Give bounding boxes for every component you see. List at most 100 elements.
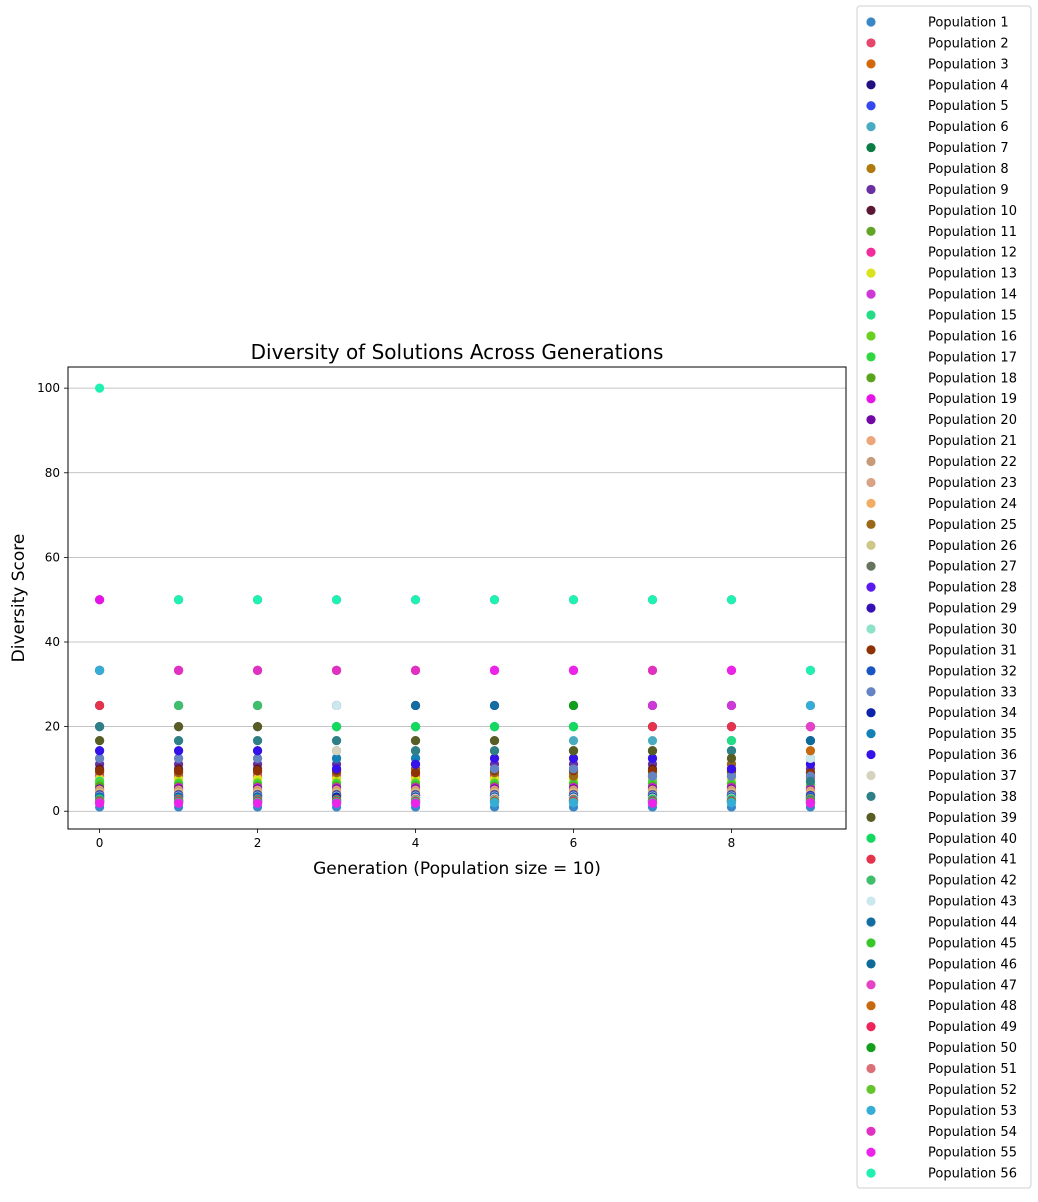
data-point (726, 595, 737, 605)
data-point (726, 764, 737, 774)
legend-marker (866, 1168, 876, 1178)
data-point (410, 746, 421, 756)
legend-label: Population 13 (928, 267, 1017, 282)
data-point (568, 700, 579, 711)
data-point (726, 798, 737, 808)
data-point (647, 595, 658, 605)
data-point (252, 746, 263, 756)
data-point (489, 722, 500, 732)
legend-marker (866, 1001, 876, 1011)
legend-marker (866, 917, 876, 927)
data-point (489, 595, 500, 605)
data-point (726, 746, 737, 756)
legend-marker (866, 1063, 876, 1074)
y-tick-label: 80 (45, 466, 60, 480)
legend-label: Population 11 (928, 225, 1017, 240)
legend-label: Population 1 (928, 16, 1009, 31)
data-point (252, 735, 263, 746)
legend-label: Population 14 (928, 288, 1017, 303)
data-point (331, 753, 342, 763)
legend-marker (866, 205, 876, 215)
legend-label: Population 52 (928, 1083, 1017, 1098)
data-point (568, 722, 579, 732)
data-point (173, 746, 184, 756)
data-point (410, 595, 421, 605)
data-point (173, 753, 184, 763)
legend-marker (866, 1042, 876, 1053)
legend-label: Population 56 (928, 1167, 1017, 1182)
grid-layer (68, 387, 846, 812)
data-point (805, 753, 816, 763)
legend-label: Population 32 (928, 664, 1017, 679)
data-point (489, 746, 500, 756)
data-point (94, 746, 105, 756)
legend-label: Population 50 (928, 1041, 1017, 1056)
legend-marker (866, 938, 876, 948)
legend-label: Population 29 (928, 602, 1017, 617)
legend-label: Population 9 (928, 183, 1009, 198)
legend-label: Population 28 (928, 581, 1017, 596)
legend-marker (866, 1126, 876, 1136)
legend: Population 1 Population 2 Population 3 Popu… (856, 5, 1032, 1189)
legend-marker (866, 729, 876, 739)
legend-marker (866, 247, 876, 257)
data-point (805, 776, 816, 786)
axes-layer: 0 20 40 60 80 100 0 2 4 6 8 (37, 381, 735, 850)
legend-marker (866, 896, 876, 906)
data-point (647, 746, 658, 756)
data-point (410, 722, 421, 732)
legend-marker (866, 184, 876, 195)
data-point (410, 700, 421, 711)
data-point (805, 735, 816, 746)
legend-label: Population 10 (928, 204, 1017, 219)
data-point (568, 735, 579, 746)
data-point (647, 798, 658, 808)
data-point (173, 798, 184, 808)
data-point (252, 722, 263, 732)
data-point (173, 700, 184, 711)
legend-label: Population 51 (928, 1062, 1017, 1077)
legend-marker (866, 17, 876, 27)
legend-marker (866, 540, 876, 550)
legend-marker (866, 415, 876, 425)
legend-label: Population 18 (928, 371, 1017, 386)
data-point (489, 700, 500, 711)
legend-marker (866, 101, 876, 111)
legend-label: Population 46 (928, 957, 1017, 972)
legend-label: Population 42 (928, 874, 1017, 889)
data-point (647, 700, 658, 711)
legend-marker (866, 791, 876, 802)
legend-label: Population 34 (928, 706, 1017, 721)
data-point (568, 746, 579, 756)
data-point (173, 766, 184, 776)
legend-label: Population 44 (928, 915, 1017, 930)
legend-marker (866, 519, 876, 529)
data-point (489, 735, 500, 746)
legend-marker (866, 980, 876, 990)
legend-marker (866, 331, 876, 341)
x-tick-label: 6 (570, 836, 578, 850)
legend-label: Population 30 (928, 622, 1017, 637)
legend-label: Population 16 (928, 329, 1017, 344)
legend-label: Population 47 (928, 978, 1017, 993)
legend-label: Population 25 (928, 518, 1017, 533)
legend-marker (866, 373, 876, 383)
legend-marker (866, 582, 876, 592)
y-axis-label: Diversity Score (9, 534, 29, 663)
data-point (568, 665, 579, 675)
data-point (94, 665, 105, 675)
legend-label: Population 49 (928, 1020, 1017, 1035)
data-point (647, 722, 658, 732)
data-point (94, 700, 105, 711)
data-point (331, 665, 342, 675)
data-point (331, 700, 342, 711)
legend-marker (866, 80, 876, 90)
data-point (252, 753, 263, 763)
data-point (805, 722, 816, 732)
data-point (805, 700, 816, 711)
data-point (489, 798, 500, 808)
y-tick-label: 0 (52, 804, 60, 818)
legend-marker (866, 310, 876, 320)
legend-label: Population 5 (928, 99, 1009, 114)
legend-marker (866, 561, 876, 571)
